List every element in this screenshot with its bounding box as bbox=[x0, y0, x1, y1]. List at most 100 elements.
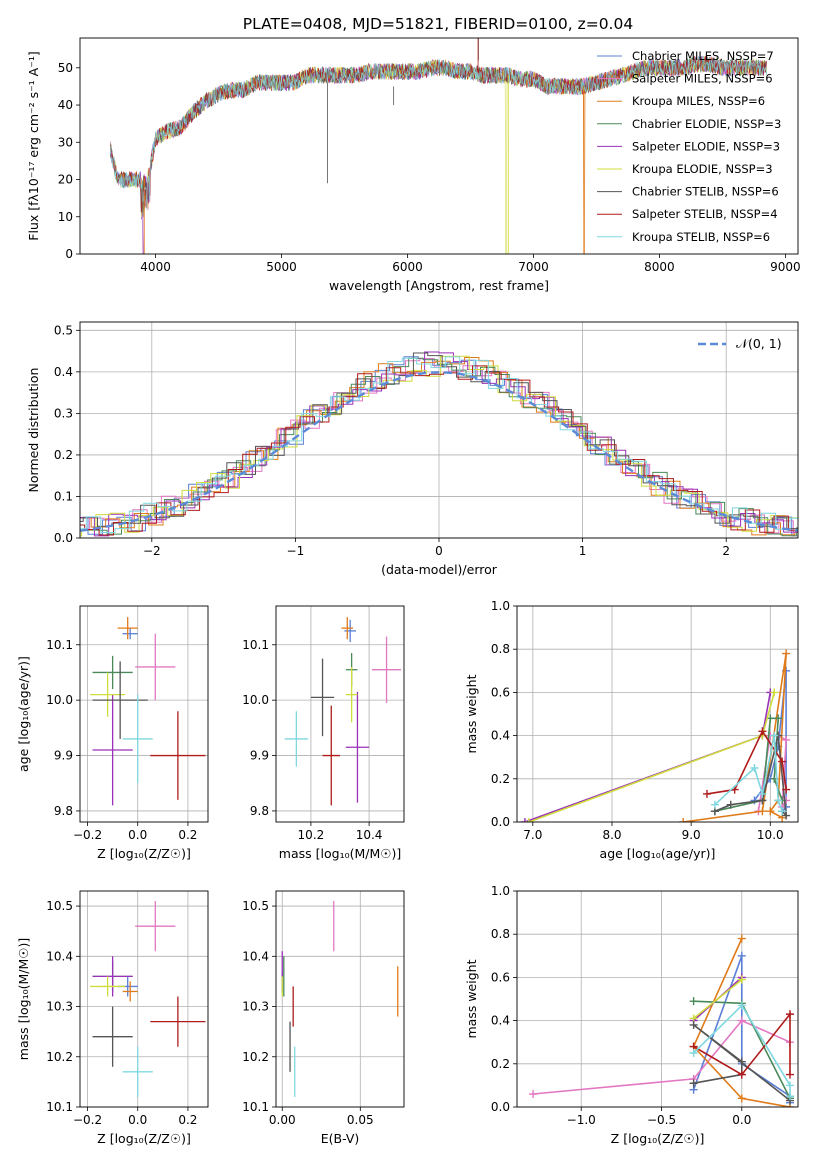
weight-marker bbox=[737, 934, 746, 943]
panel-age-vs-Z: −0.2 0.0 0.2 9.8 9.9 10.0 10.1 Z [log₁₀(Z/Z☉)] a… bbox=[16, 605, 209, 861]
y-tick-label: 10.1 bbox=[46, 638, 73, 652]
errorbar-point bbox=[122, 981, 138, 1002]
y-tick-label: 1.0 bbox=[491, 599, 510, 613]
panel-weight-vs-age: 7.0 8.0 9.0 10.0 0.0 0.2 0.4 0.6 0.8 1.0 age [log₁… bbox=[464, 599, 799, 861]
errorbar-point bbox=[372, 636, 402, 703]
errorbar-point bbox=[117, 617, 138, 640]
y-tick-label: 9.8 bbox=[250, 804, 269, 818]
weight-marker bbox=[710, 800, 719, 809]
weight-marker bbox=[785, 1070, 794, 1079]
errorbar-point bbox=[345, 666, 358, 723]
x-tick-label: −0.2 bbox=[73, 828, 102, 842]
legend-label: Kroupa STELIB, NSSP=6 bbox=[632, 230, 770, 244]
weight-marker bbox=[726, 800, 735, 809]
weight-marker bbox=[689, 1079, 698, 1088]
weight-series-line bbox=[528, 692, 776, 822]
errorbar-point bbox=[90, 976, 126, 997]
y-axis-label: mass weight bbox=[464, 674, 479, 753]
y-tick-label: 0.1 bbox=[54, 489, 73, 503]
axes-frame bbox=[79, 605, 209, 823]
y-tick-label: 0.6 bbox=[491, 970, 510, 984]
y-tick-label: 0.4 bbox=[491, 1014, 510, 1028]
y-tick-label: 0.0 bbox=[491, 1100, 510, 1114]
errorbar-point bbox=[122, 694, 153, 784]
x-tick-label: −0.5 bbox=[647, 1113, 676, 1127]
x-axis-label: age [log₁₀(age/yr)] bbox=[600, 846, 716, 861]
errorbar-point bbox=[322, 705, 340, 806]
weight-marker bbox=[520, 818, 529, 822]
y-tick-label: 0.5 bbox=[54, 323, 73, 337]
x-tick-label: 0.0 bbox=[128, 1113, 147, 1127]
weight-marker bbox=[778, 757, 787, 766]
x-tick-label: 0 bbox=[435, 544, 443, 558]
x-axis-label: Z [log₁₀(Z/Z☉)] bbox=[97, 1131, 191, 1146]
errorbar-point bbox=[344, 619, 356, 642]
x-tick-label: 9.0 bbox=[682, 828, 701, 842]
legend-label: Kroupa ELODIE, NSSP=3 bbox=[632, 162, 773, 176]
panel-residuals: −2 −1 0 1 2 0.0 0.1 0.2 0.3 0.4 0.5 (data-model)/er… bbox=[26, 321, 799, 577]
y-tick-label: 30 bbox=[58, 135, 73, 149]
y-tick-label: 0.2 bbox=[491, 772, 510, 786]
y-tick-label: 0.3 bbox=[54, 406, 73, 420]
weight-marker bbox=[737, 1094, 746, 1103]
weight-marker bbox=[766, 807, 775, 816]
y-tick-label: 0 bbox=[65, 247, 73, 261]
weight-lines bbox=[529, 934, 794, 1107]
x-tick-label: 7.0 bbox=[523, 828, 542, 842]
y-tick-label: 50 bbox=[58, 61, 73, 75]
weight-series-line bbox=[692, 938, 791, 1107]
figure-title: PLATE=0408, MJD=51821, FIBERID=0100, z=0… bbox=[243, 15, 633, 33]
errorbar-point bbox=[92, 1006, 133, 1067]
histogram-lines bbox=[80, 351, 798, 537]
y-tick-label: 10.1 bbox=[242, 1100, 269, 1114]
histogram-series-step bbox=[80, 357, 798, 537]
weight-marker bbox=[782, 735, 791, 744]
errorbar-point bbox=[135, 633, 176, 701]
x-axis-label: (data-model)/error bbox=[381, 562, 498, 577]
errorbar-point bbox=[284, 711, 308, 767]
x-tick-label: 6000 bbox=[392, 260, 423, 274]
weight-marker bbox=[737, 1016, 746, 1025]
weight-marker bbox=[737, 951, 746, 960]
weight-marker bbox=[737, 1001, 746, 1010]
weight-marker bbox=[737, 975, 746, 984]
weight-marker bbox=[689, 997, 698, 1006]
errorbar-point bbox=[122, 628, 138, 640]
x-tick-label: 10.4 bbox=[356, 828, 383, 842]
y-tick-label: 0.0 bbox=[491, 815, 510, 829]
weight-marker bbox=[782, 785, 791, 794]
y-tick-label: 10.0 bbox=[46, 693, 73, 707]
errorbar-points bbox=[284, 617, 402, 806]
weight-marker bbox=[774, 796, 783, 805]
histogram-series-step bbox=[80, 355, 798, 537]
y-tick-label: 10.5 bbox=[242, 899, 269, 913]
y-tick-label: 10.5 bbox=[46, 899, 73, 913]
y-tick-label: 0.8 bbox=[491, 927, 510, 941]
x-tick-label: 0.2 bbox=[178, 1113, 197, 1127]
y-axis-label: Flux [fλ10⁻¹⁷ erg cm⁻² s⁻¹ A⁻¹] bbox=[26, 51, 41, 240]
errorbar-points bbox=[90, 901, 206, 1097]
weight-marker bbox=[679, 818, 688, 822]
x-tick-label: 9000 bbox=[770, 260, 801, 274]
weight-marker bbox=[770, 731, 779, 740]
weight-series-line bbox=[693, 1004, 791, 1097]
legend-label: Salpeter STELIB, NSSP=4 bbox=[632, 207, 778, 221]
y-tick-label: 40 bbox=[58, 98, 73, 112]
legend-label: Chabrier MILES, NSSP=7 bbox=[632, 49, 774, 63]
y-tick-label: 10.2 bbox=[242, 1050, 269, 1064]
normal-reference-curve bbox=[80, 371, 798, 532]
errorbar-point bbox=[135, 901, 176, 952]
y-tick-label: 0.4 bbox=[54, 365, 73, 379]
x-tick-label: 5000 bbox=[266, 260, 297, 274]
axes-frame bbox=[79, 321, 799, 539]
axes-frame bbox=[516, 890, 799, 1108]
panel-spectrum: 4000 5000 6000 7000 8000 9000 0 10 20 30 40 50 wavel… bbox=[26, 37, 801, 293]
weight-marker bbox=[737, 1070, 746, 1079]
weight-series-line bbox=[533, 1019, 791, 1095]
x-tick-label: −1 bbox=[287, 544, 305, 558]
y-tick-label: 0.2 bbox=[54, 448, 73, 462]
axes-frame bbox=[79, 37, 799, 255]
y-axis-label: age [log₁₀(age/yr)] bbox=[16, 656, 31, 772]
x-axis-label: Z [log₁₀(Z/Z☉)] bbox=[611, 1131, 705, 1146]
